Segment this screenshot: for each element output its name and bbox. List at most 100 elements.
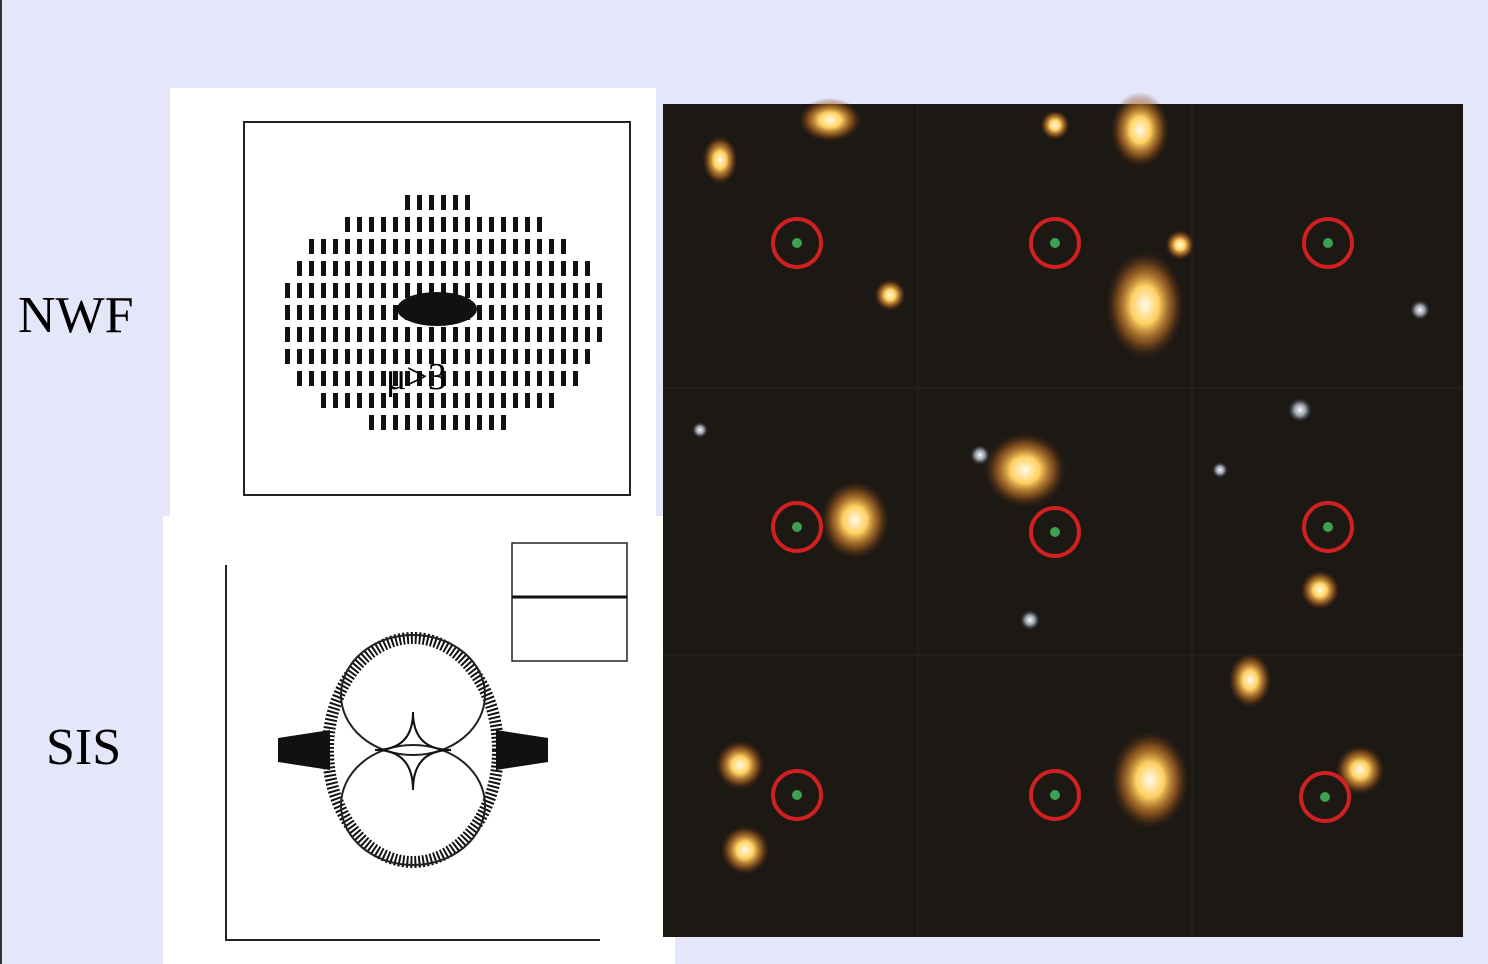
nwf-grid-mark (573, 283, 578, 298)
nwf-grid-mark (561, 305, 566, 320)
galaxy (1165, 230, 1195, 260)
nwf-grid-mark (297, 283, 302, 298)
candidate-core (792, 790, 802, 800)
nwf-grid-mark (405, 415, 410, 430)
nwf-grid-mark (585, 261, 590, 276)
nwf-grid-mark (357, 349, 362, 364)
candidate-core (1320, 792, 1330, 802)
nwf-grid-mark (561, 327, 566, 342)
nwf-grid-mark (417, 327, 422, 342)
nwf-grid-mark (309, 283, 314, 298)
candidate-core (1323, 522, 1333, 532)
nwf-grid-mark (465, 327, 470, 342)
nwf-grid-mark (573, 371, 578, 386)
nwf-grid-mark (417, 217, 422, 232)
nwf-grid-mark (393, 261, 398, 276)
galaxy (702, 135, 738, 185)
nwf-grid-mark (585, 305, 590, 320)
candidate-core (1050, 790, 1060, 800)
nwf-grid-mark (453, 327, 458, 342)
galaxy (820, 480, 890, 560)
nwf-grid-mark (441, 415, 446, 430)
nwf-grid-mark (333, 327, 338, 342)
nwf-grid-mark (501, 283, 506, 298)
nwf-grid-mark (297, 349, 302, 364)
nwf-grid-mark (369, 239, 374, 254)
nwf-grid-mark (549, 305, 554, 320)
nwf-grid-mark (429, 415, 434, 430)
nwf-grid-mark (345, 327, 350, 342)
nwf-grid-mark (357, 305, 362, 320)
nwf-grid-mark (513, 305, 518, 320)
nwf-grid-mark (537, 217, 542, 232)
nwf-grid-mark (369, 327, 374, 342)
star (1020, 610, 1040, 630)
nwf-grid-mark (357, 261, 362, 276)
nwf-grid-mark (513, 239, 518, 254)
galaxy (874, 279, 906, 311)
nwf-grid-mark (525, 393, 530, 408)
nwf-grid-mark (489, 283, 494, 298)
nwf-grid-mark (357, 327, 362, 342)
nwf-grid-mark (513, 261, 518, 276)
nwf-grid-mark (393, 327, 398, 342)
nwf-grid-mark (453, 261, 458, 276)
nwf-grid-mark (333, 261, 338, 276)
nwf-grid-mark (489, 371, 494, 386)
galaxy (1335, 745, 1385, 795)
nwf-grid-mark (429, 239, 434, 254)
candidate-core (792, 522, 802, 532)
nwf-grid-mark (525, 217, 530, 232)
nwf-grid-mark (333, 371, 338, 386)
nwf-grid-mark (453, 195, 458, 210)
nwf-grid-mark (477, 239, 482, 254)
nwf-grid-mark (561, 239, 566, 254)
nwf-grid-mark (597, 327, 602, 342)
nwf-grid-mark (513, 349, 518, 364)
nwf-grid-mark (513, 371, 518, 386)
nwf-grid-mark (405, 217, 410, 232)
galaxy (983, 432, 1067, 508)
nwf-grid-mark (285, 305, 290, 320)
nwf-grid-mark (501, 415, 506, 430)
nwf-grid-mark (441, 239, 446, 254)
nwf-grid-mark (537, 261, 542, 276)
nwf-grid-mark (549, 393, 554, 408)
nwf-grid-mark (321, 349, 326, 364)
nwf-grid-mark (333, 349, 338, 364)
nwf-grid-mark (369, 217, 374, 232)
nwf-grid-mark (453, 239, 458, 254)
nwf-grid-mark (465, 195, 470, 210)
nwf-grid-mark (369, 261, 374, 276)
nwf-grid-mark (453, 217, 458, 232)
nwf-grid-mark (309, 327, 314, 342)
nwf-grid-mark (561, 371, 566, 386)
nwf-grid-mark (345, 239, 350, 254)
nwf-grid-mark (285, 283, 290, 298)
galaxy (1300, 570, 1340, 610)
nwf-grid-mark (357, 393, 362, 408)
nwf-grid-mark (441, 217, 446, 232)
nwf-grid-mark (453, 371, 458, 386)
nwf-grid-mark (321, 305, 326, 320)
nwf-grid-mark (537, 393, 542, 408)
nwf-grid-mark (357, 371, 362, 386)
nwf-grid-mark (297, 327, 302, 342)
nwf-grid-mark (561, 261, 566, 276)
nwf-grid-mark (465, 415, 470, 430)
nwf-grid-mark (525, 349, 530, 364)
slide: NWF SIS μ>3 (() => { const data = JSON.p… (0, 0, 1488, 964)
nwf-grid-mark (537, 371, 542, 386)
galaxy (1110, 730, 1190, 830)
nwf-grid-mark (417, 415, 422, 430)
nwf-grid-mark (549, 239, 554, 254)
nwf-grid-mark (501, 217, 506, 232)
sis-label: SIS (46, 718, 121, 777)
nwf-grid-mark (465, 217, 470, 232)
nwf-grid-mark (381, 327, 386, 342)
nwf-grid-mark (297, 261, 302, 276)
nwf-grid-mark (465, 283, 470, 298)
nwf-grid-mark (489, 327, 494, 342)
nwf-grid-mark (369, 283, 374, 298)
nwf-grid-mark (333, 283, 338, 298)
